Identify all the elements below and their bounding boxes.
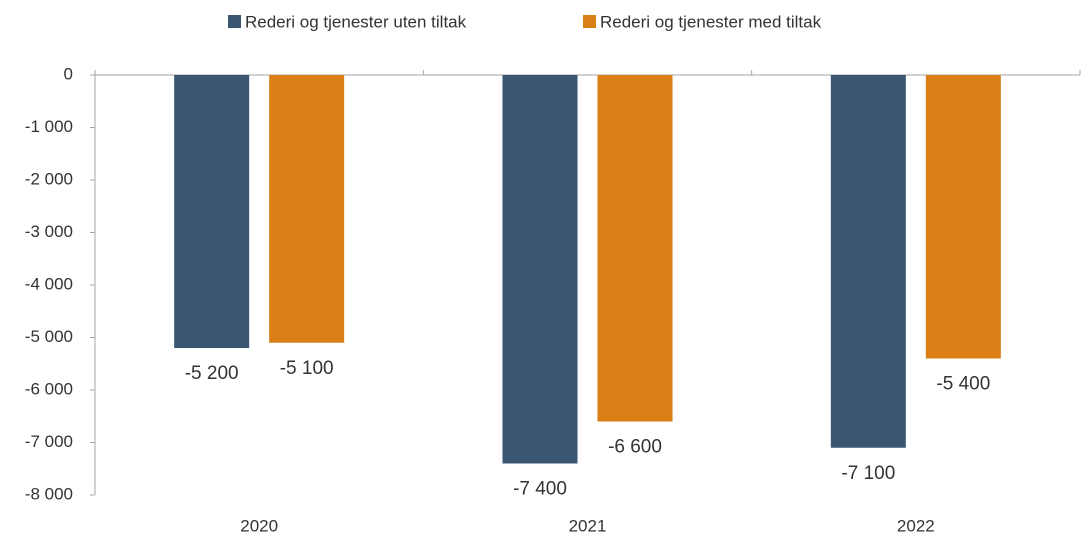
- y-tick-label: 0: [64, 64, 73, 83]
- y-tick-label: -6 000: [25, 379, 73, 398]
- bar: [174, 75, 250, 348]
- bar: [269, 75, 345, 343]
- legend-label: Rederi og tjenester med tiltak: [600, 12, 822, 31]
- y-tick-label: -3 000: [25, 222, 73, 241]
- y-tick-label: -2 000: [25, 169, 73, 188]
- bar: [502, 75, 578, 464]
- value-label: -5 100: [280, 358, 334, 379]
- bar: [830, 75, 906, 448]
- value-label: -5 400: [936, 374, 990, 395]
- y-tick-label: -8 000: [25, 484, 73, 503]
- bar: [925, 75, 1001, 359]
- x-tick-label: 2020: [240, 516, 278, 535]
- value-label: -6 600: [608, 437, 662, 458]
- legend-swatch: [583, 15, 596, 28]
- y-tick-label: -5 000: [25, 327, 73, 346]
- y-tick-label: -7 000: [25, 432, 73, 451]
- legend-swatch: [228, 15, 241, 28]
- bar: [597, 75, 673, 422]
- value-label: -7 400: [513, 479, 567, 500]
- x-tick-label: 2021: [569, 516, 607, 535]
- y-tick-label: -1 000: [25, 117, 73, 136]
- value-label: -7 100: [841, 463, 895, 484]
- y-tick-label: -4 000: [25, 274, 73, 293]
- x-tick-label: 2022: [897, 516, 935, 535]
- value-label: -5 200: [185, 363, 239, 384]
- legend-label: Rederi og tjenester uten tiltak: [245, 12, 467, 31]
